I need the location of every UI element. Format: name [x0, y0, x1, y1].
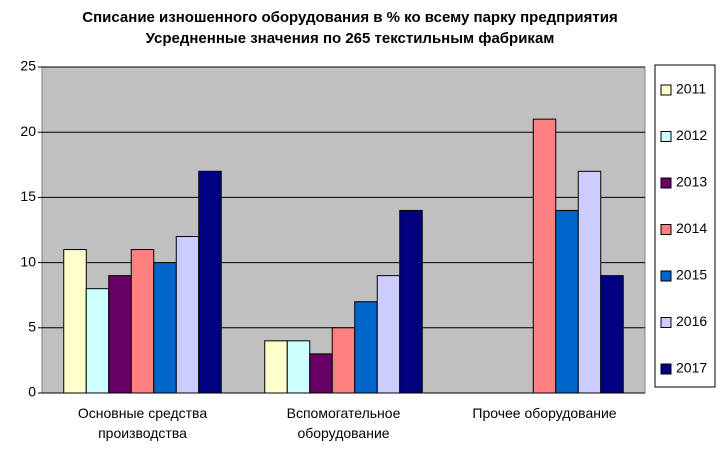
legend-label: 2014 — [676, 220, 707, 236]
y-tick-label: 25 — [20, 58, 36, 74]
legend-label: 2012 — [676, 127, 707, 143]
bar — [331, 327, 356, 394]
bar — [555, 209, 579, 394]
chart-title: Списание изношенного оборудования в % ко… — [82, 9, 617, 26]
x-tick-label: Вспомогательное оборудование — [286, 405, 401, 441]
bar — [85, 288, 110, 394]
x-tick-label-box: Прочее оборудование — [472, 405, 617, 421]
y-tick-label: 20 — [20, 123, 36, 139]
bar — [399, 209, 423, 394]
bar — [577, 170, 602, 394]
y-tick-label: 5 — [28, 319, 36, 335]
bar — [286, 340, 311, 394]
bar — [532, 118, 557, 394]
bar — [175, 236, 200, 394]
legend-swatch — [660, 224, 672, 235]
legend-swatch — [660, 177, 672, 189]
bar — [264, 340, 288, 394]
legend-label: 2017 — [676, 360, 707, 376]
legend-swatch — [660, 363, 672, 375]
legend-label: 2011 — [676, 81, 706, 97]
x-tick-label-box: Вспомогательное оборудование — [286, 405, 401, 441]
y-tick-label: 0 — [28, 384, 36, 400]
x-tick-label-box: Основные средства производства — [77, 405, 208, 441]
bar — [600, 275, 624, 394]
legend-swatch — [660, 270, 672, 282]
legend-swatch — [660, 84, 672, 96]
legend-swatch — [660, 317, 672, 328]
legend-label: 2013 — [676, 174, 707, 190]
y-tick-label: 15 — [20, 188, 36, 204]
x-tick-label: Основные средства производства — [77, 405, 208, 441]
bar — [376, 275, 401, 394]
bar — [354, 301, 378, 394]
chart-subtitle: Усредненные значения по 265 текстильным … — [146, 30, 555, 47]
bar — [309, 353, 333, 394]
legend-swatch — [660, 131, 672, 142]
y-tick-label: 10 — [20, 253, 36, 269]
legend-label: 2016 — [676, 313, 707, 329]
bar — [130, 249, 155, 394]
bar — [108, 275, 132, 394]
bar — [153, 262, 177, 394]
legend-label: 2015 — [676, 267, 707, 283]
bar — [198, 170, 222, 394]
bar — [63, 249, 87, 394]
x-tick-label: Прочее оборудование — [472, 405, 617, 421]
